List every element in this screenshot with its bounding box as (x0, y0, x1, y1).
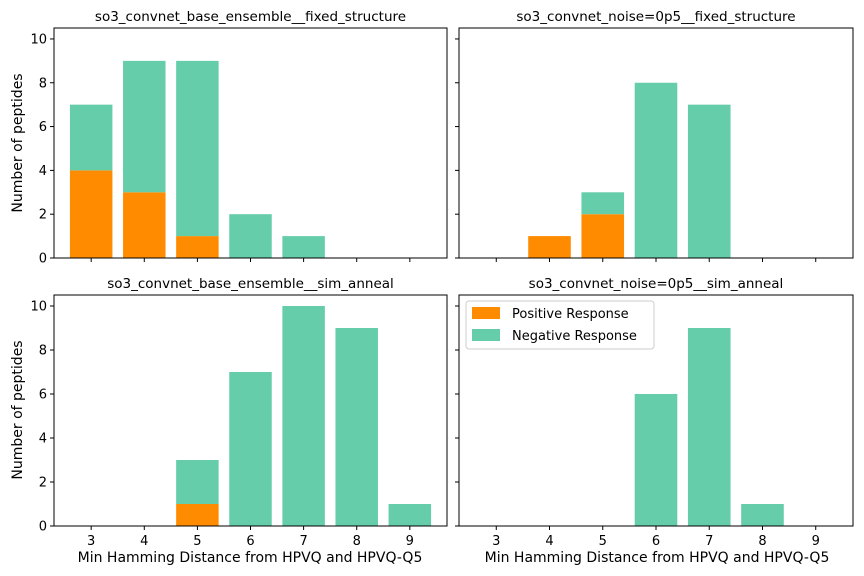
bar-negative-7 (687, 104, 731, 259)
y-tick-label: 0 (39, 520, 47, 535)
subplot-title: so3_convnet_base_ensemble__sim_anneal (107, 276, 394, 292)
bar-negative-7 (282, 306, 325, 526)
bar-negative-6 (634, 82, 678, 258)
bar-negative-3 (69, 104, 113, 171)
panels: so3_convnet_base_ensemble__fixed_structu… (30, 9, 854, 549)
y-tick-label: 4 (39, 164, 47, 179)
x-tick-label: 8 (353, 534, 361, 549)
x-tick-label: 4 (140, 534, 148, 549)
legend-swatch-positive (472, 307, 500, 319)
y-tick-label: 8 (39, 344, 47, 359)
x-tick-label: 5 (599, 534, 607, 549)
bar-negative-6 (229, 372, 272, 526)
subplot-title: so3_convnet_noise=0p5__fixed_structure (516, 9, 795, 25)
subplot-title: so3_convnet_base_ensemble__fixed_structu… (95, 9, 406, 25)
bar-negative-8 (335, 328, 378, 526)
legend: Positive Response Negative Response (465, 300, 655, 350)
bar-positive-5 (176, 504, 219, 526)
subplot-title: so3_convnet_noise=0p5__sim_anneal (529, 276, 784, 292)
bar-negative-8 (741, 504, 784, 526)
bar-positive-5 (581, 214, 625, 258)
subplot-2: so3_convnet_noise=0p5__fixed_structure (455, 9, 854, 262)
bar-negative-5 (176, 60, 219, 237)
x-tick-label: 7 (705, 534, 713, 549)
legend-label-positive: Positive Response (512, 307, 629, 322)
y-tick-label: 6 (39, 120, 47, 135)
x-tick-label: 3 (492, 534, 500, 549)
legend-swatch-negative (472, 329, 500, 341)
y-tick-label: 10 (30, 32, 47, 47)
x-tick-label: 4 (545, 534, 553, 549)
bar-positive-5 (176, 236, 219, 258)
bar-positive-4 (123, 192, 166, 258)
bar-negative-5 (176, 460, 219, 504)
xlabel-bottom-right: Min Hamming Distance from HPVQ and HPVQ-… (485, 550, 830, 566)
bar-negative-4 (123, 60, 166, 193)
bar-negative-9 (388, 504, 432, 526)
x-tick-label: 8 (758, 534, 766, 549)
ylabel-top-left: Number of peptides (10, 73, 26, 212)
subplot-1: so3_convnet_base_ensemble__fixed_structu… (30, 9, 448, 267)
bar-positive-4 (528, 236, 571, 258)
bar-negative-6 (634, 394, 678, 526)
x-tick-label: 3 (87, 534, 95, 549)
x-tick-label: 7 (299, 534, 307, 549)
y-tick-label: 10 (30, 300, 47, 315)
x-tick-label: 6 (652, 534, 660, 549)
legend-label-negative: Negative Response (512, 329, 637, 344)
bar-positive-3 (69, 170, 113, 258)
y-tick-label: 8 (39, 76, 47, 91)
x-tick-label: 5 (193, 534, 201, 549)
x-tick-label: 9 (406, 534, 414, 549)
bar-negative-7 (282, 236, 325, 258)
subplot-4: so3_convnet_noise=0p5__sim_anneal 3 4 5 6 7 8 9 (455, 276, 854, 549)
y-tick-label: 2 (39, 208, 47, 223)
bar-negative-7 (687, 328, 731, 526)
y-tick-label: 6 (39, 388, 47, 403)
y-tick-label: 0 (39, 252, 47, 267)
y-tick-label: 4 (39, 432, 47, 447)
subplot-3: so3_convnet_base_ensemble__sim_anneal 0 2 4… (30, 276, 448, 549)
legend-frame (465, 300, 655, 350)
xlabel-bottom-left: Min Hamming Distance from HPVQ and HPVQ-… (78, 550, 423, 566)
bar-negative-6 (229, 214, 272, 258)
x-tick-label: 9 (812, 534, 820, 549)
y-tick-label: 2 (39, 476, 47, 491)
bar-negative-5 (581, 192, 625, 215)
x-tick-label: 6 (246, 534, 254, 549)
ylabel-bottom-left: Number of peptides (10, 340, 26, 479)
